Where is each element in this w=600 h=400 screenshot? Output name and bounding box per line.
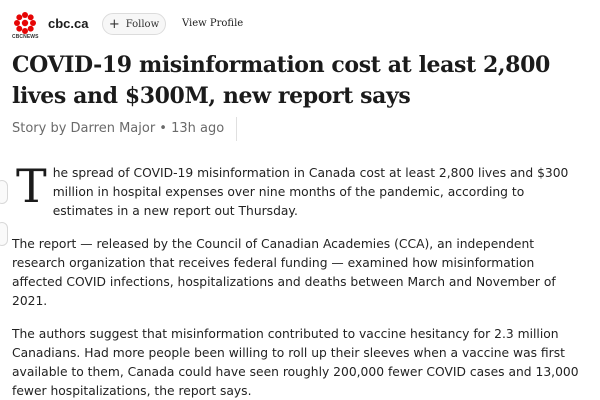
article-headline: COVID-19 misinformation cost at least 2,… <box>12 52 550 109</box>
byline-divider <box>236 117 237 141</box>
cbc-logo[interactable]: CBCNEWS <box>12 12 38 42</box>
article-byline: Story by Darren Major • 13h ago <box>12 121 225 136</box>
paragraph: The authors suggest that misinformation … <box>12 327 579 398</box>
source-name[interactable]: cbc.ca <box>48 16 89 31</box>
gutter-handle[interactable] <box>0 180 8 204</box>
view-profile-link[interactable]: View Profile <box>182 18 244 29</box>
paragraph-text: he spread of COVID-19 misinformation in … <box>52 166 569 218</box>
logo-caption: CBCNEWS <box>12 34 39 40</box>
source-bar: CBCNEWS cbc.ca + Follow View Profile <box>12 12 572 46</box>
cbc-gem-icon <box>14 12 36 34</box>
plus-icon: + <box>108 16 120 32</box>
drop-cap: T <box>16 159 47 213</box>
follow-button[interactable]: + Follow <box>102 13 166 35</box>
gutter-handle[interactable] <box>0 222 8 246</box>
paragraph: The report — released by the Council of … <box>12 237 556 308</box>
follow-label: Follow <box>125 18 160 30</box>
